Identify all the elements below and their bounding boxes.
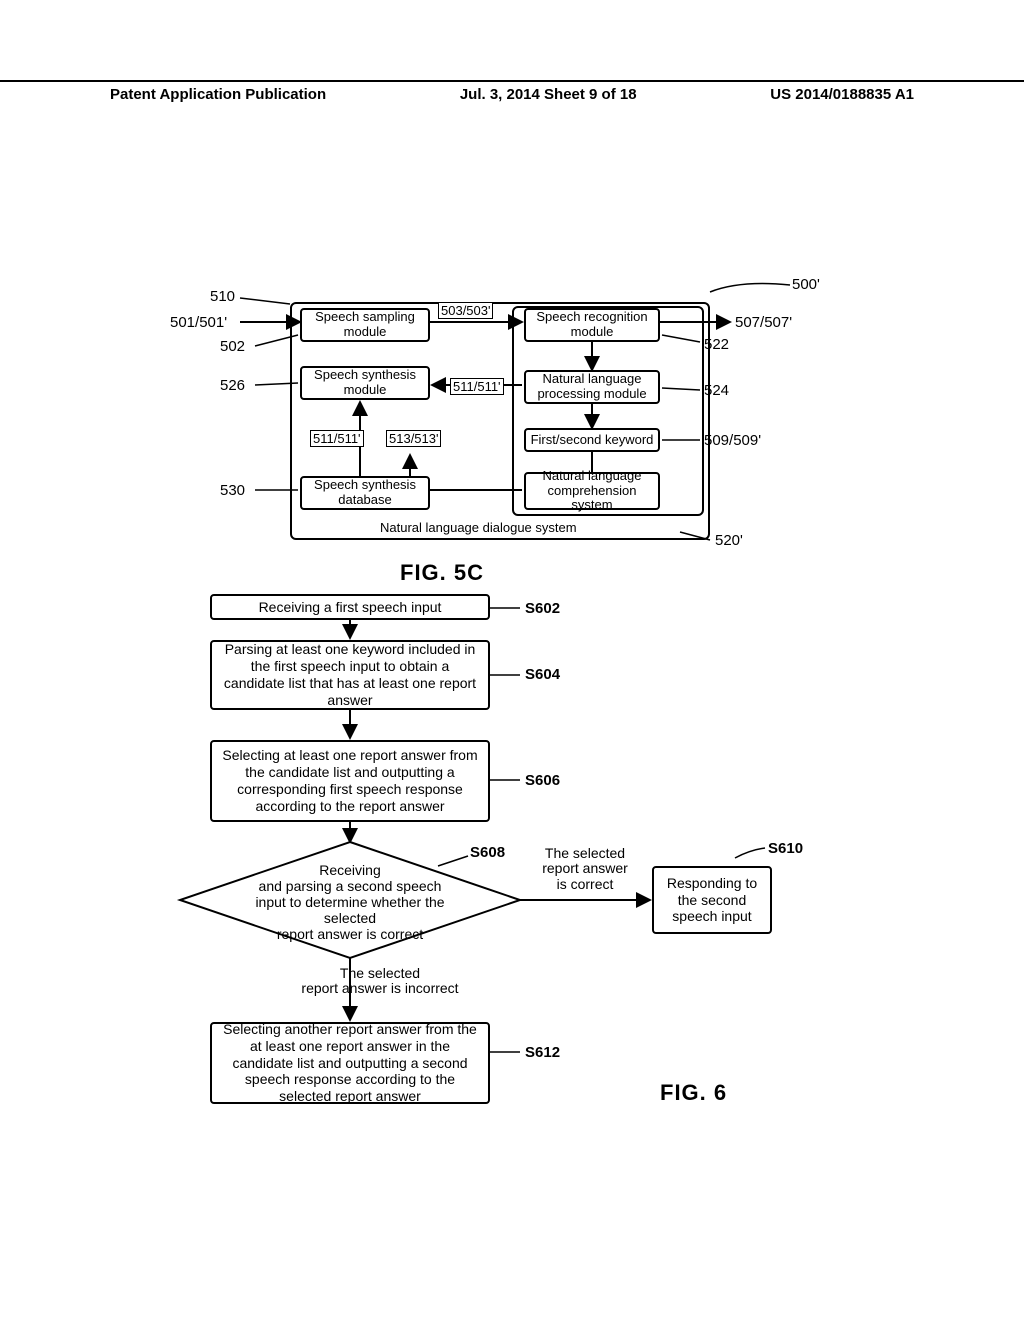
box-speech-recognition-text: Speech recognition module [536,310,647,340]
box-synthesis-db: Speech synthesis database [300,476,430,510]
header-left: Patent Application Publication [110,86,326,103]
ref-s606: S606 [525,772,560,789]
ref-s602: S602 [525,600,560,617]
ref-524: 524 [704,382,729,399]
ref-520: 520' [715,532,743,549]
ref-503: 503/503' [438,302,493,319]
ref-s604: S604 [525,666,560,683]
ref-511b: 511/511' [310,430,364,447]
ref-509: 509/509' [704,432,761,449]
outer-label: Natural language dialogue system [380,520,577,535]
ref-500: 500' [792,276,820,293]
figure-6: Receiving a first speech input S602 Pars… [190,590,890,1140]
ref-526: 526 [220,377,245,394]
ref-513: 513/513' [386,430,441,447]
ref-501: 501/501' [170,314,227,331]
box-speech-recognition: Speech recognition module [524,308,660,342]
step-s606: Selecting at least one report answer fro… [210,740,490,822]
step-s612: Selecting another report answer from the… [210,1022,490,1104]
ref-511a: 511/511' [450,378,504,395]
edge-incorrect: The selected report answer is incorrect [290,966,470,997]
edge-correct: The selected report answer is correct [530,846,640,892]
box-speech-synthesis: Speech synthesis module [300,366,430,400]
header-right: US 2014/0188835 A1 [770,86,914,103]
box-nlp: Natural language processing module [524,370,660,404]
box-keyword: First/second keyword [524,428,660,452]
step-s610: Responding to the second speech input [652,866,772,934]
ref-522: 522 [704,336,729,353]
ref-507: 507/507' [735,314,792,331]
box-speech-sampling: Speech sampling module [300,308,430,342]
step-s602: Receiving a first speech input [210,594,490,620]
step-s608-text: Receiving and parsing a second speech in… [230,862,470,942]
page-header: Patent Application Publication Jul. 3, 2… [0,80,1024,103]
ref-502: 502 [220,338,245,355]
fig5c-title: FIG. 5C [400,560,484,586]
ref-s612: S612 [525,1044,560,1061]
ref-530: 530 [220,482,245,499]
figure-5c: Speech sampling module Speech recognitio… [280,290,720,550]
ref-s608: S608 [470,844,505,861]
ref-s610: S610 [768,840,803,857]
box-nlcs: Natural language comprehension system [524,472,660,510]
fig6-title: FIG. 6 [660,1080,727,1106]
header-center: Jul. 3, 2014 Sheet 9 of 18 [460,86,637,103]
ref-510: 510 [210,288,235,305]
step-s604: Parsing at least one keyword included in… [210,640,490,710]
